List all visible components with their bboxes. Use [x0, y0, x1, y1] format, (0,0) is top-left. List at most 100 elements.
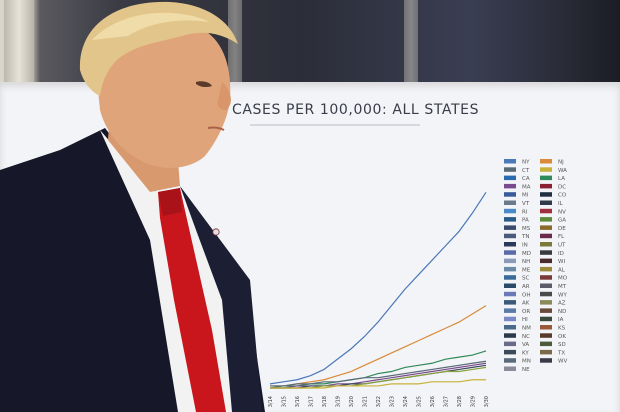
- legend-swatch: [540, 358, 552, 363]
- jacket-lapel: [180, 186, 262, 412]
- legend-swatch: [540, 250, 552, 255]
- legend-swatch: [504, 233, 516, 239]
- legend-swatch: [540, 183, 552, 189]
- legend-label: MI: [522, 193, 529, 199]
- x-tick-label: 3/22: [376, 396, 382, 407]
- legend-swatch: [504, 266, 516, 272]
- legend-label: OH: [522, 292, 530, 298]
- x-tick-label: 3/24: [403, 396, 409, 407]
- legend-label: HI: [522, 317, 528, 323]
- legend-swatch: [540, 242, 552, 247]
- doorframe-right: [404, 0, 418, 95]
- legend-swatch: [504, 217, 516, 222]
- legend-label: OK: [558, 334, 566, 340]
- x-tick-label: 3/16: [295, 396, 301, 407]
- legend-label: NM: [522, 326, 531, 332]
- legend-swatch: [504, 308, 516, 313]
- legend-label: SC: [522, 276, 529, 282]
- legend-label: VA: [522, 342, 529, 348]
- series-line-ca: [270, 379, 486, 389]
- x-tick-label: 3/19: [336, 396, 342, 407]
- tie-knot: [158, 188, 182, 216]
- legend-label: IA: [558, 317, 564, 323]
- legend-swatch: [540, 349, 552, 355]
- legend-label: FL: [558, 234, 565, 240]
- legend-label: NY: [522, 160, 530, 166]
- x-tick-label: 3/27: [444, 396, 450, 407]
- legend-swatch: [540, 341, 552, 347]
- legend-label: ID: [558, 251, 564, 257]
- legend-label: WY: [558, 292, 567, 298]
- legend-swatch: [504, 250, 516, 255]
- legend-swatch: [540, 167, 552, 172]
- x-tick-label: 3/21: [363, 396, 369, 407]
- legend-swatch: [504, 300, 516, 305]
- x-tick-label: 3/26: [430, 396, 436, 407]
- white-column: [4, 0, 34, 95]
- legend-swatch: [540, 192, 552, 197]
- nose: [217, 82, 231, 110]
- legend-label: ME: [522, 267, 531, 273]
- legend-label: SD: [558, 342, 566, 348]
- legend-swatch: [504, 242, 516, 247]
- legend-label: WV: [558, 359, 567, 365]
- legend-swatch: [504, 341, 516, 347]
- series-line-nj: [270, 305, 487, 387]
- x-tick-label: 3/30: [484, 396, 490, 407]
- legend-label: DC: [558, 184, 566, 190]
- legend-swatch: [504, 275, 516, 280]
- legend-label: TX: [557, 350, 565, 356]
- x-tick-label: 3/29: [471, 396, 477, 407]
- legend-swatch: [504, 208, 516, 214]
- legend-swatch: [504, 333, 516, 338]
- legend-label: DE: [558, 226, 566, 232]
- legend-label: MO: [558, 276, 568, 282]
- legend-swatch: [540, 175, 552, 181]
- legend-label: MN: [522, 359, 531, 365]
- legend-swatch: [504, 316, 516, 322]
- x-tick-label: 3/14: [268, 396, 274, 407]
- legend-label: PA: [522, 218, 529, 224]
- chart-legend: NY NJ CT WA CA LA MA DC MI CO VT IL RI NV PA GA MS DE TN FL…: [504, 159, 568, 373]
- legend-label: LA: [558, 176, 565, 182]
- legend-label: CT: [522, 168, 530, 174]
- legend-label: TN: [521, 234, 529, 240]
- legend-swatch: [504, 349, 516, 355]
- legend-label: KS: [558, 326, 566, 332]
- legend-label: MD: [522, 251, 531, 257]
- legend-label: MS: [522, 226, 531, 232]
- legend-swatch: [540, 233, 552, 239]
- legend-label: MT: [558, 284, 567, 290]
- legend-swatch: [504, 366, 516, 371]
- legend-swatch: [540, 308, 552, 313]
- legend-label: IL: [558, 201, 564, 207]
- legend-swatch: [540, 266, 552, 272]
- series-line-la: [269, 350, 487, 389]
- legend-swatch: [504, 283, 516, 288]
- legend-label: VT: [522, 201, 530, 207]
- legend-label: ND: [558, 309, 566, 315]
- legend-swatch: [540, 258, 552, 264]
- legend-label: AR: [522, 284, 530, 290]
- legend-label: WA: [558, 168, 567, 174]
- legend-label: AK: [522, 301, 530, 307]
- series-line-wa: [270, 360, 487, 387]
- red-tie: [158, 188, 226, 412]
- legend-label: IN: [522, 243, 528, 249]
- legend-swatch: [540, 159, 552, 164]
- legend-label: KY: [522, 350, 529, 356]
- lapel-pin-icon: [212, 228, 220, 236]
- legend-swatch: [540, 291, 552, 297]
- legend-label: WI: [558, 259, 565, 265]
- legend-label: GA: [558, 218, 566, 224]
- legend-label: AZ: [558, 301, 566, 307]
- legend-label: NC: [522, 334, 530, 340]
- legend-swatch: [504, 192, 516, 197]
- legend-swatch: [540, 300, 552, 305]
- legend-swatch: [540, 316, 552, 322]
- chart-lines: [269, 191, 487, 389]
- x-tick-label: 3/23: [390, 396, 396, 407]
- chart-title: CASES PER 100,000: ALL STATES: [232, 102, 479, 118]
- legend-label: UT: [558, 243, 566, 249]
- hair-highlight: [92, 12, 210, 40]
